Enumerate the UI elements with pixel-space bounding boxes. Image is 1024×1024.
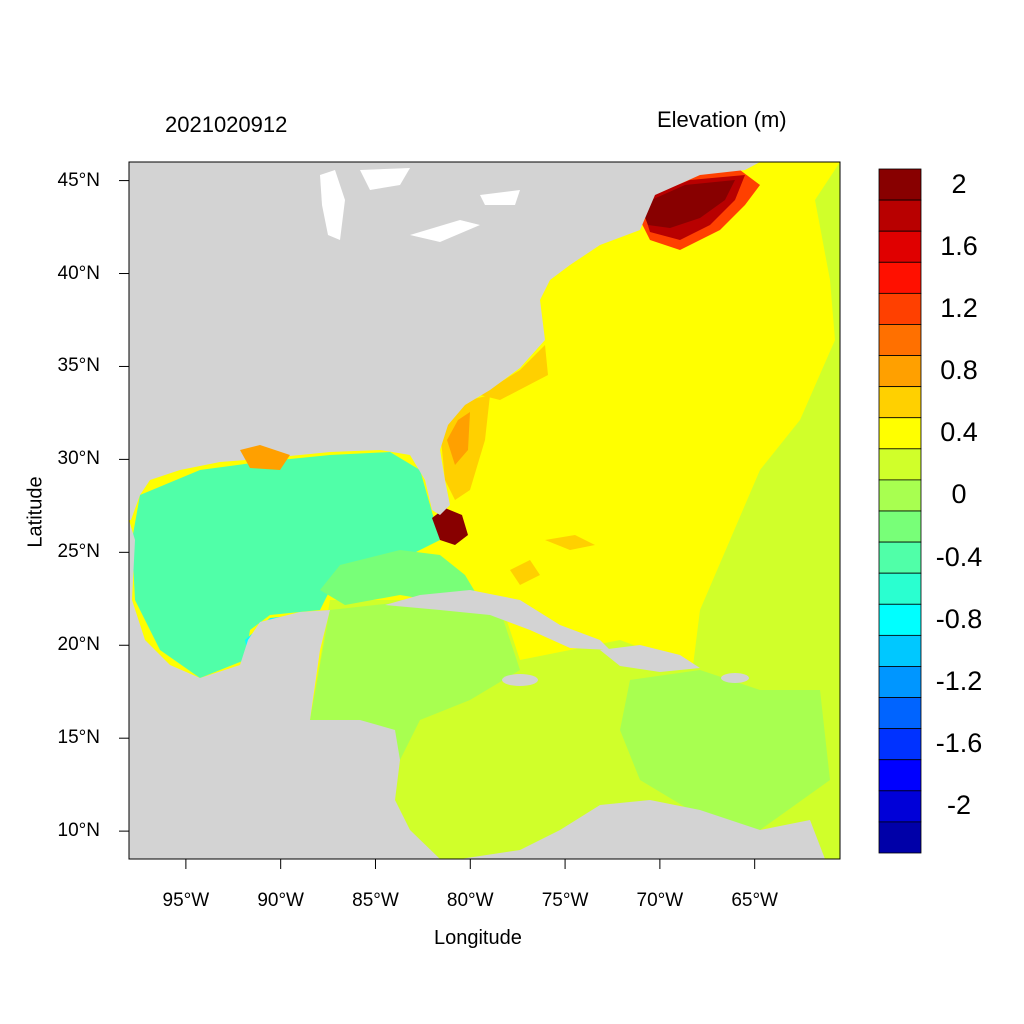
colorbar-label: 1.2 <box>940 292 978 323</box>
y-tick-label: 35°N <box>57 355 100 377</box>
x-tick-label: 95°W <box>162 890 210 911</box>
colorbar-swatch <box>878 759 922 792</box>
bahamas-shelf-2 <box>545 535 595 550</box>
colorbar-swatch <box>878 572 922 605</box>
bahamas-shelf <box>510 560 540 585</box>
gulf-of-mexico <box>132 452 440 678</box>
date-label: 2021020912 <box>165 112 288 137</box>
y-tick-label: 45°N <box>57 169 100 191</box>
x-tick-label: 75°W <box>541 890 589 911</box>
x-tick-label: 70°W <box>636 890 684 911</box>
colorbar-swatch <box>878 821 922 854</box>
atlantic-east-band <box>690 162 840 700</box>
louisiana-coast-surge <box>240 445 290 470</box>
map-field <box>129 162 840 859</box>
colorbar-swatch <box>878 261 922 294</box>
hispaniola-land <box>600 645 700 672</box>
colorbar-label: -1.2 <box>935 666 983 696</box>
colorbar-label: -0.8 <box>935 603 983 634</box>
colorbar-swatch <box>878 386 922 419</box>
variable-label: Elevation (m) <box>657 107 787 132</box>
y-tick-label: 25°N <box>57 541 100 563</box>
jamaica-land <box>502 674 538 686</box>
central-america-land <box>129 520 440 859</box>
western-caribbean <box>310 600 520 760</box>
colorbar-swatch <box>878 324 922 356</box>
eastern-caribbean <box>620 670 830 830</box>
colorbar-label: 0.8 <box>940 355 978 386</box>
colorbar-label: 1.6 <box>940 230 978 261</box>
colorbar <box>878 168 922 854</box>
x-tick-label: 65°W <box>731 890 778 911</box>
colorbar-label: 0 <box>951 479 967 510</box>
y-tick-label: 20°N <box>57 634 100 656</box>
y-tick-label: 40°N <box>57 262 100 284</box>
colorbar-label: -1.6 <box>935 728 983 759</box>
colorbar-swatch <box>878 666 922 698</box>
colorbar-swatch <box>878 728 922 761</box>
y-tick-label: 15°N <box>57 727 100 749</box>
colorbar-label: 0.4 <box>940 417 978 448</box>
lake-ontario <box>480 190 520 205</box>
colorbar-label: 2 <box>951 168 967 199</box>
colorbar-swatch <box>878 634 922 667</box>
lake-erie <box>410 220 480 242</box>
colorbar-swatch <box>878 541 922 574</box>
colorbar-swatch <box>878 790 922 823</box>
colorbar-label: -2 <box>946 790 971 821</box>
y-tick-label: 10°N <box>57 820 100 842</box>
lake-michigan <box>320 170 345 240</box>
colorbar-swatch <box>878 292 922 325</box>
x-tick-label: 85°W <box>352 890 399 911</box>
colorbar-swatch <box>878 479 922 512</box>
colorbar-swatch <box>878 199 922 232</box>
y-tick-label: 30°N <box>57 448 100 470</box>
straits-of-florida <box>320 550 480 605</box>
x-axis-title: Longitude <box>434 927 522 949</box>
x-tick-label: 90°W <box>257 890 304 911</box>
gulf-of-maine-surge-core <box>640 180 735 228</box>
lake-huron <box>360 168 410 190</box>
southeast-shelf-core <box>447 412 470 465</box>
cuba-land <box>385 590 610 650</box>
x-ticks <box>185 859 756 869</box>
colorbar-swatch <box>878 417 922 450</box>
x-tick-label: 80°W <box>446 890 494 911</box>
puerto-rico-land <box>721 673 749 683</box>
plot-frame <box>128 161 841 860</box>
colorbar-swatch <box>878 448 922 481</box>
colorbar-swatch <box>878 230 922 263</box>
y-ticks <box>119 180 129 832</box>
colorbar-swatch <box>878 697 922 730</box>
y-axis-title: Latitude <box>24 476 47 548</box>
north-america-land <box>129 162 760 520</box>
colorbar-swatch <box>878 510 922 543</box>
colorbar-swatch <box>878 168 922 201</box>
south-america-land <box>460 800 825 859</box>
colorbar-swatch <box>878 603 922 636</box>
south-florida-surge <box>432 508 468 545</box>
mid-atlantic-shelf <box>480 345 548 400</box>
colorbar-swatch <box>878 355 922 388</box>
colorbar-label: -0.4 <box>935 541 983 572</box>
